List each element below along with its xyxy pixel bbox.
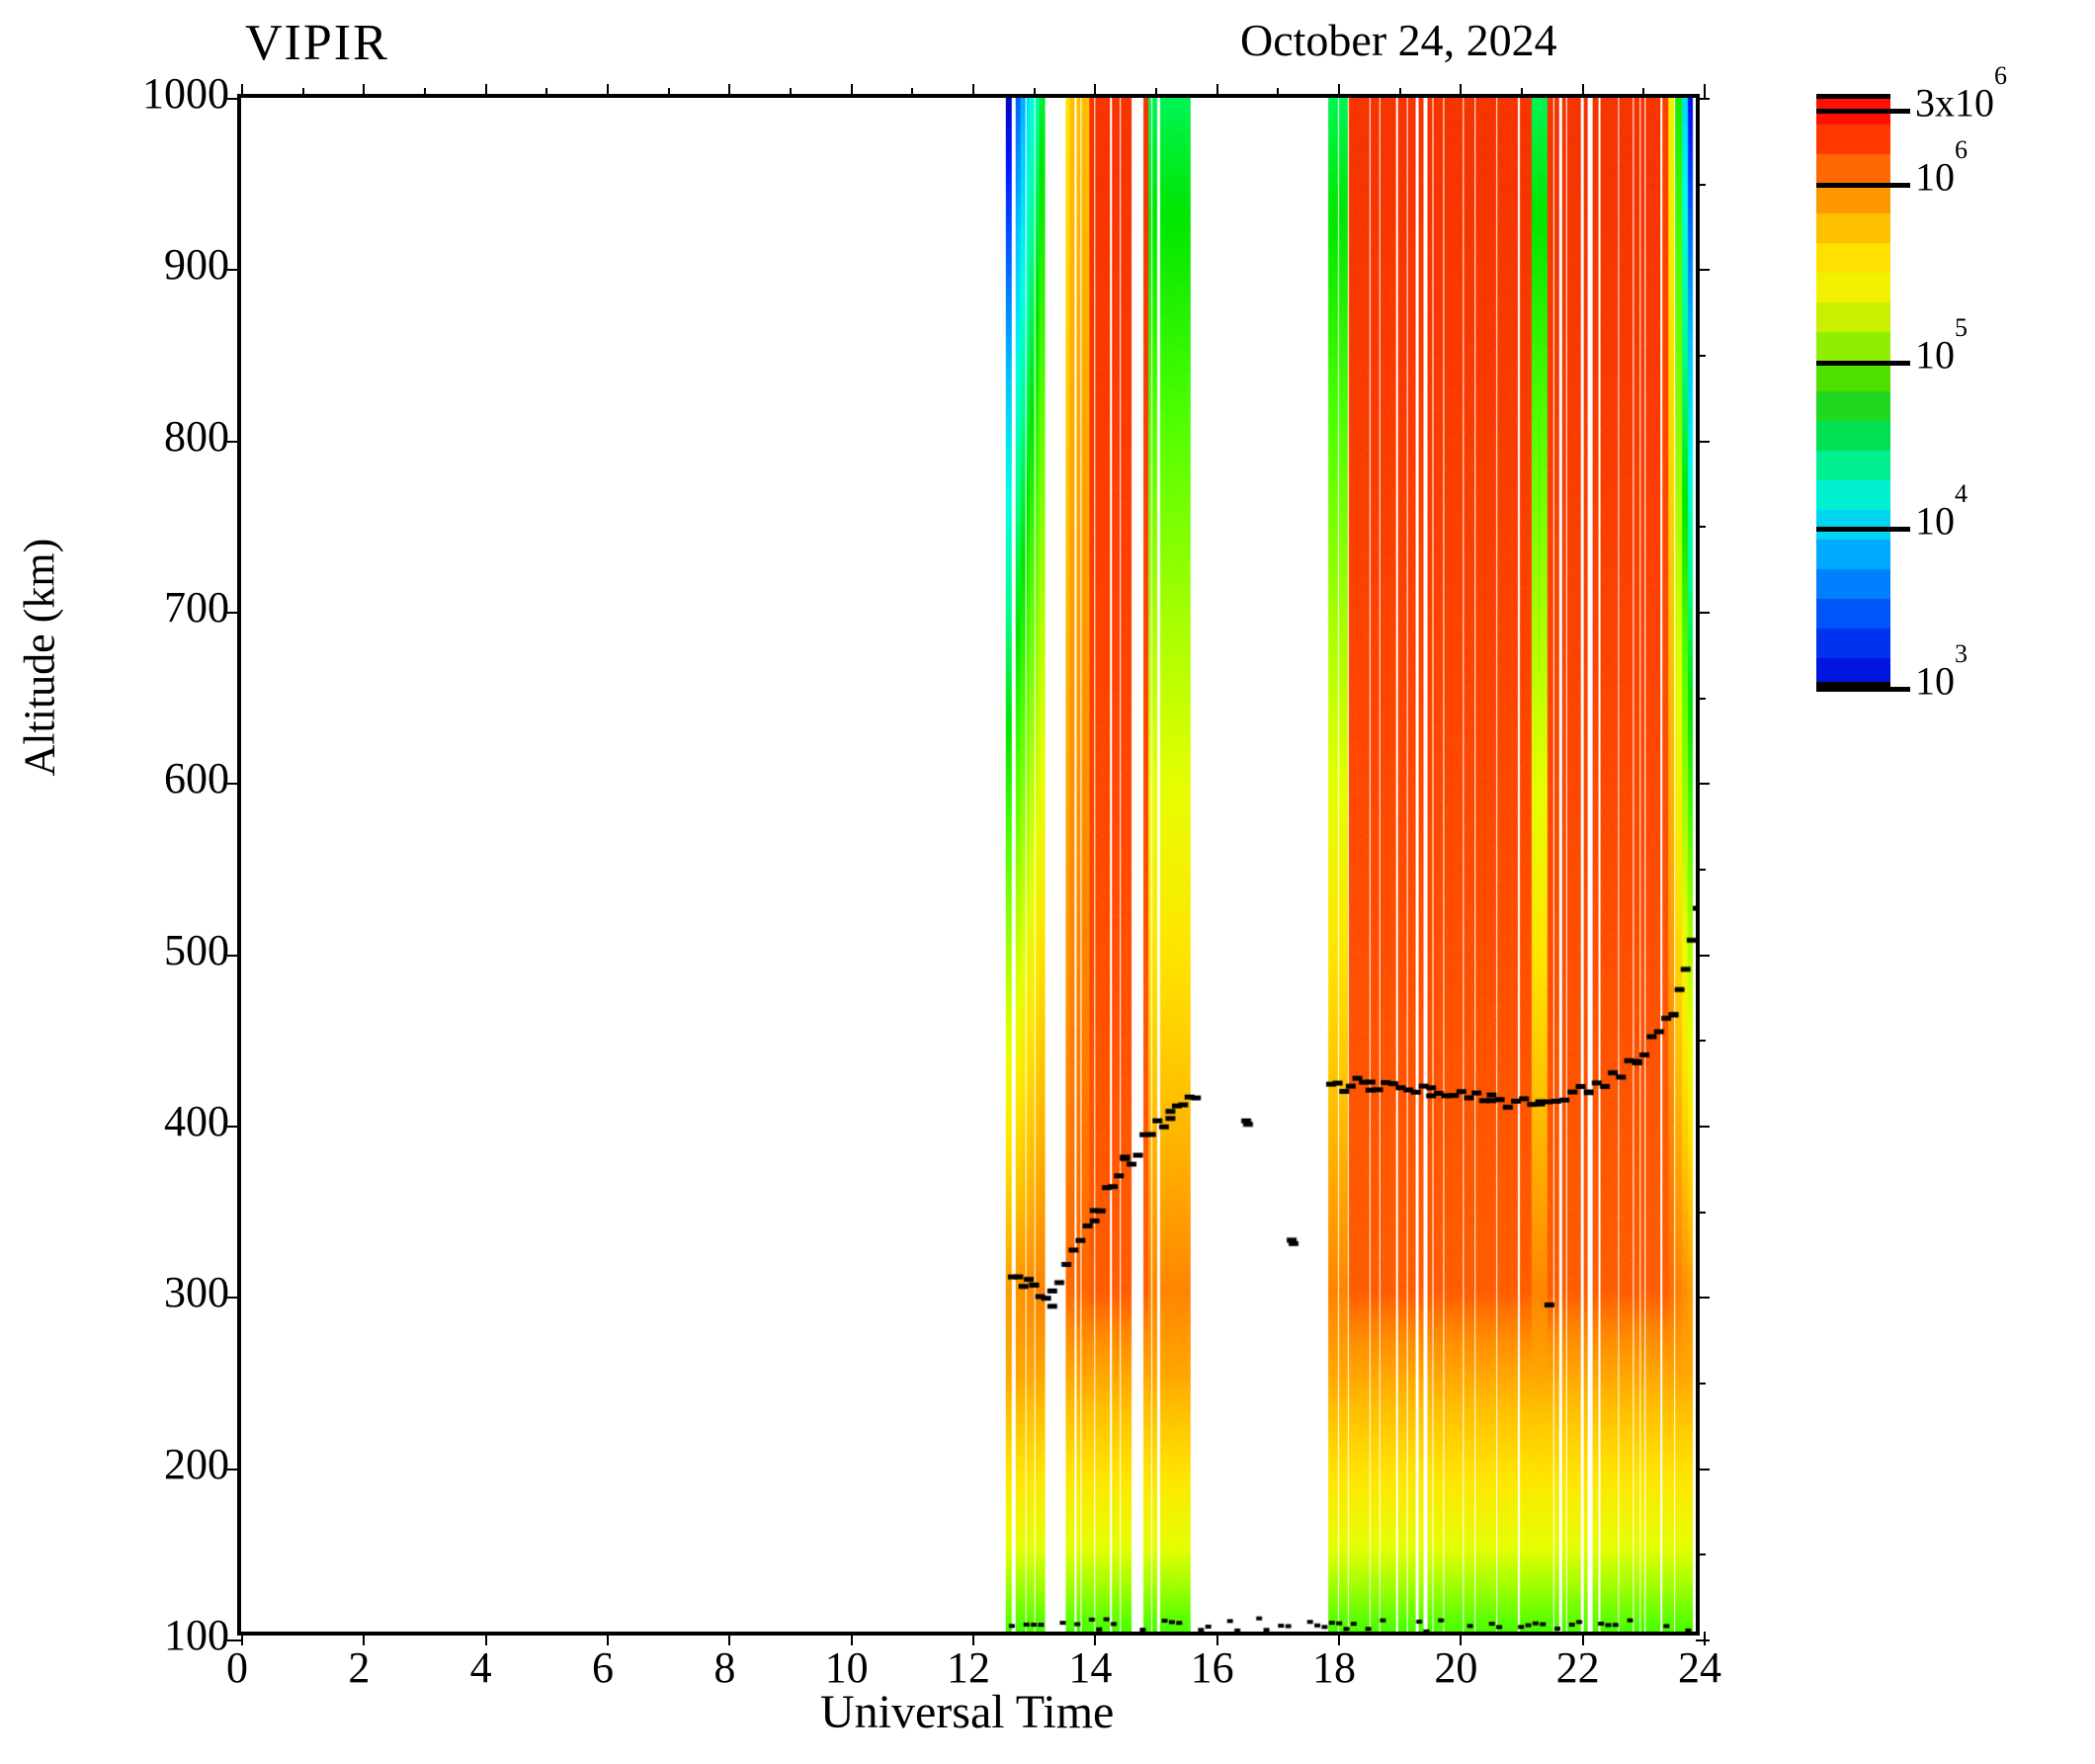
colorbar-tick-label: 3x106: [1915, 79, 2007, 126]
x-tick-label-16: 16: [1188, 1642, 1237, 1693]
colorbar-tick: [1816, 361, 1910, 366]
y-tick-major-right: [1696, 1297, 1710, 1299]
x-tick-major-top: [728, 84, 730, 98]
x-tick-label-10: 10: [822, 1642, 872, 1693]
colorbar-tick-label: 103: [1915, 657, 1968, 704]
colorbar-tick: [1816, 183, 1910, 188]
y-tick-minor-right: [1696, 526, 1706, 528]
y-tick-major-right: [1696, 612, 1710, 614]
colorbar-tick: [1816, 109, 1910, 114]
y-tick-label-700: 700: [91, 582, 229, 632]
x-tick-minor-top: [424, 88, 426, 98]
x-tick-label-12: 12: [944, 1642, 993, 1693]
y-tick-minor-right: [1696, 1040, 1706, 1042]
x-tick-minor-top: [1034, 88, 1036, 98]
x-tick-minor-top: [911, 88, 913, 98]
y-tick-major-left: [227, 1126, 241, 1128]
x-tick-major-top: [972, 84, 974, 98]
y-tick-major-right: [1696, 269, 1710, 271]
y-tick-major-left: [227, 441, 241, 443]
colorbar: Log(Ne) 3x106 106 105 104 103: [1816, 94, 1890, 687]
x-tick-minor-top: [1642, 88, 1644, 98]
x-tick-label-4: 4: [457, 1642, 506, 1693]
y-tick-major-left: [227, 98, 241, 100]
x-tick-label-6: 6: [578, 1642, 628, 1693]
y-tick-minor-right: [1696, 184, 1706, 186]
x-tick-label-24: 24: [1675, 1642, 1724, 1693]
x-tick-major-top: [1704, 84, 1706, 98]
x-tick-minor-top: [1521, 88, 1523, 98]
y-tick-major-left: [227, 955, 241, 957]
x-tick-major-top: [1216, 84, 1218, 98]
x-tick-major-top: [1582, 84, 1584, 98]
x-tick-label-8: 8: [700, 1642, 749, 1693]
y-tick-major-left: [227, 1639, 241, 1641]
y-tick-label-1000: 1000: [91, 68, 229, 119]
y-tick-major-right: [1696, 1469, 1710, 1470]
y-tick-label-500: 500: [91, 925, 229, 975]
y-tick-major-left: [227, 1469, 241, 1470]
y-tick-minor-right: [1696, 1383, 1706, 1385]
y-tick-label-100: 100: [91, 1610, 229, 1660]
x-tick-major-top: [363, 84, 365, 98]
colorbar-tick: [1816, 687, 1910, 692]
y-tick-minor-right: [1696, 869, 1706, 871]
plot-title-right: October 24, 2024: [1240, 14, 1557, 66]
x-tick-major-top: [607, 84, 609, 98]
x-tick-major-top: [1338, 84, 1340, 98]
x-tick-major-top: [241, 84, 243, 98]
y-tick-label-400: 400: [91, 1096, 229, 1146]
y-tick-major-left: [227, 783, 241, 785]
x-tick-minor-top: [1155, 88, 1157, 98]
x-tick-label-2: 2: [334, 1642, 383, 1693]
plot-title-left: VIPIR: [245, 14, 389, 72]
y-tick-minor-right: [1696, 355, 1706, 357]
x-tick-minor-top: [302, 88, 304, 98]
x-tick-minor-top: [545, 88, 547, 98]
y-tick-label-300: 300: [91, 1267, 229, 1317]
y-tick-label-200: 200: [91, 1439, 229, 1489]
colorbar-tick: [1816, 527, 1910, 532]
y-tick-minor-right: [1696, 698, 1706, 700]
y-tick-minor-right: [1696, 1554, 1706, 1555]
x-tick-minor-top: [1277, 88, 1279, 98]
x-tick-label-14: 14: [1065, 1642, 1115, 1693]
vipir-plot-root: VIPIR October 24, 2024 Altitude (km) Uni…: [0, 0, 2095, 1764]
y-tick-major-left: [227, 612, 241, 614]
y-tick-label-900: 900: [91, 239, 229, 290]
y-tick-label-600: 600: [91, 753, 229, 803]
y-tick-major-left: [227, 269, 241, 271]
y-tick-major-left: [227, 1297, 241, 1299]
y-tick-major-right: [1696, 98, 1710, 100]
colorbar-tick-label: 105: [1915, 331, 1968, 378]
x-tick-major-top: [851, 84, 853, 98]
x-tick-major-top: [1460, 84, 1462, 98]
colorbar-tick-label: 106: [1915, 153, 1968, 200]
x-tick-label-22: 22: [1553, 1642, 1603, 1693]
y-tick-minor-right: [1696, 1212, 1706, 1214]
y-tick-major-right: [1696, 1639, 1710, 1641]
y-tick-major-right: [1696, 955, 1710, 957]
colorbar-title: Log(Ne): [2088, 266, 2095, 416]
x-tick-major-top: [1094, 84, 1096, 98]
x-tick-minor-top: [1399, 88, 1401, 98]
y-tick-major-right: [1696, 441, 1710, 443]
electron-density-heatmap: [241, 98, 1696, 1632]
x-tick-label-18: 18: [1309, 1642, 1359, 1693]
y-axis-label: Altitude (km): [15, 539, 65, 777]
x-axis-label: Universal Time: [820, 1685, 1114, 1739]
colorbar-tick-label: 104: [1915, 497, 1968, 544]
y-tick-major-right: [1696, 1126, 1710, 1128]
x-tick-minor-top: [668, 88, 670, 98]
x-tick-minor-top: [790, 88, 792, 98]
x-tick-major-top: [485, 84, 487, 98]
y-tick-major-right: [1696, 783, 1710, 785]
y-tick-label-800: 800: [91, 411, 229, 462]
plot-frame: [237, 94, 1700, 1636]
x-tick-label-20: 20: [1431, 1642, 1480, 1693]
